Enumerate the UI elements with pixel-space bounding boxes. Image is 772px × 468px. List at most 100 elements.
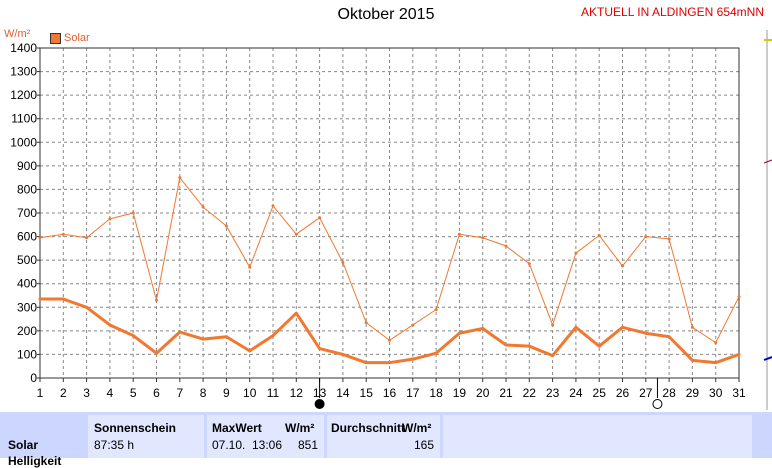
data-point-max: [201, 205, 205, 209]
data-point-max: [597, 233, 601, 237]
data-point-max: [224, 224, 228, 228]
chart-title: Oktober 2015: [337, 6, 435, 23]
y-tick-label: 500: [17, 253, 37, 267]
x-tick-label: 7: [176, 386, 183, 400]
data-point-max: [737, 295, 741, 299]
data-point-max: [621, 264, 624, 268]
data-point-max: [504, 244, 508, 248]
data-point-max: [248, 265, 252, 269]
station-label: AKTUELL IN ALDINGEN 654mNN: [581, 5, 764, 19]
data-point-mean: [224, 335, 228, 339]
x-tick-label: 29: [686, 386, 700, 400]
data-point-mean: [574, 325, 578, 329]
x-tick-label: 9: [223, 386, 230, 400]
max-header: MaxWert: [212, 421, 262, 435]
empty-cell: [443, 415, 752, 458]
max-date: 07.10.: [212, 438, 246, 452]
data-point-max: [714, 341, 718, 345]
data-point-mean: [714, 361, 718, 365]
x-tick-label: 28: [662, 386, 676, 400]
data-point-mean: [294, 311, 298, 315]
data-point-max: [690, 325, 694, 329]
data-point-max: [481, 236, 485, 240]
y-tick-label: 0: [30, 371, 37, 385]
data-point-mean: [38, 297, 42, 301]
data-point-max: [644, 235, 648, 239]
sunshine-cell: [88, 415, 204, 458]
y-tick-label: 1300: [10, 65, 37, 79]
max-unit: W/m²: [285, 421, 315, 435]
x-tick-label: 15: [360, 386, 374, 400]
data-point-max: [294, 232, 298, 236]
max-value: 851: [298, 438, 319, 452]
data-point-max: [574, 251, 578, 255]
avg-value: 165: [414, 438, 435, 452]
x-tick-label: 18: [429, 386, 443, 400]
data-point-max: [667, 237, 671, 241]
avg-unit: W/m²: [402, 421, 432, 435]
data-point-max: [457, 232, 461, 236]
new-moon-icon: [314, 399, 325, 409]
side-panel-fragment: [763, 30, 772, 410]
sunshine-value: 87:35 h: [94, 438, 135, 452]
x-tick-label: 16: [383, 386, 397, 400]
sunshine-header: Sonnenschein: [94, 421, 177, 435]
data-point-mean: [201, 337, 205, 341]
x-tick-label: 11: [267, 386, 280, 400]
x-tick-label: 23: [546, 386, 560, 400]
x-tick-label: 8: [200, 386, 207, 400]
legend-swatch: [50, 32, 61, 44]
y-tick-label: 700: [17, 206, 37, 220]
x-tick-label: 19: [453, 386, 467, 400]
y-tick-label: 1400: [10, 41, 37, 55]
y-tick-label: 900: [17, 159, 37, 173]
data-point-max: [131, 211, 135, 215]
data-point-max: [527, 262, 531, 266]
data-point-max: [85, 236, 89, 240]
y-axis-unit: W/m²: [4, 28, 31, 40]
data-point-max: [388, 338, 391, 342]
row-sublabel: Helligkeit: [8, 454, 62, 468]
x-tick-label: 1: [37, 386, 44, 400]
x-tick-label: 31: [732, 386, 746, 400]
x-tick-label: 22: [523, 386, 537, 400]
data-point-mean: [434, 351, 438, 355]
data-point-max: [341, 261, 345, 264]
data-point-mean: [644, 331, 648, 335]
data-point-mean: [481, 327, 485, 330]
x-tick-label: 5: [130, 386, 137, 400]
y-tick-label: 600: [17, 230, 37, 244]
full-moon-icon: [652, 399, 663, 409]
x-tick-label: 24: [569, 386, 583, 400]
data-point-mean: [61, 297, 65, 301]
x-tick-label: 27: [639, 386, 653, 400]
data-point-mean: [667, 335, 671, 339]
data-point-mean: [248, 349, 252, 353]
x-tick-label: 10: [243, 386, 257, 400]
data-point-mean: [388, 361, 391, 365]
chart-svg: 0 100 200 300 400 500 600 700 800 900 1000 1100 1200…: [10, 41, 746, 409]
data-point-mean: [108, 323, 112, 327]
x-tick-label: 4: [107, 386, 114, 400]
data-point-mean: [621, 325, 624, 329]
data-point-max: [38, 236, 42, 240]
data-point-mean: [341, 352, 345, 356]
avg-cell: [327, 415, 440, 458]
x-tick-label: 12: [290, 386, 304, 400]
data-point-mean: [131, 334, 135, 338]
x-tick-label: 6: [153, 386, 160, 400]
x-tick-label: 20: [476, 386, 490, 400]
y-tick-label: 100: [17, 347, 37, 361]
x-tick-label: 30: [709, 386, 723, 400]
y-tick-label: 400: [17, 277, 37, 291]
data-point-mean: [690, 358, 694, 362]
x-tick-label: 14: [336, 386, 350, 400]
data-point-max: [551, 323, 555, 327]
y-tick-label: 800: [17, 182, 37, 196]
y-tick-label: 1100: [11, 112, 37, 126]
max-time: 13:06: [252, 438, 283, 452]
data-point-max: [178, 176, 182, 180]
legend: Solar: [50, 32, 90, 44]
data-point-mean: [737, 352, 741, 356]
y-tick-label: 1200: [10, 88, 37, 102]
